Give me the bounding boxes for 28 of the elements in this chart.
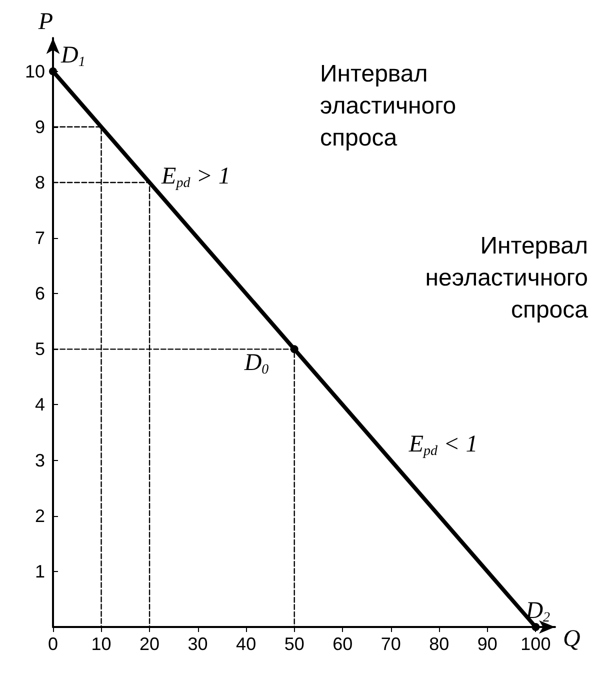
y-tick-label: 9	[34, 116, 45, 137]
y-tick-label: 1	[34, 561, 45, 582]
y-tick-label: 10	[24, 61, 45, 82]
y-tick-label: 4	[34, 394, 45, 415]
x-tick-label: 30	[188, 634, 208, 654]
x-tick-label: 0	[48, 634, 58, 654]
x-tick-label: 100	[520, 634, 551, 654]
y-tick-label: 2	[34, 506, 45, 526]
y-tick-label: 5	[34, 339, 45, 360]
x-tick-label: 70	[380, 634, 401, 654]
y-tick-label: 7	[34, 228, 45, 248]
x-tick-label: 40	[236, 634, 256, 654]
y-axis-title: P	[37, 9, 54, 35]
annotation: Интервал эластичного спроса	[320, 60, 456, 152]
x-tick-label: 50	[284, 634, 304, 654]
annotation: Интервал неэластичного спроса	[425, 232, 589, 324]
y-tick-label: 6	[34, 284, 45, 304]
y-tick-label: 3	[34, 450, 45, 470]
point	[49, 67, 57, 76]
x-axis-title: Q	[563, 626, 580, 652]
x-tick-label: 90	[477, 634, 498, 654]
x-tick-label: 10	[91, 634, 112, 654]
x-tick-label: 80	[429, 634, 450, 654]
x-tick-label: 20	[140, 634, 160, 654]
point	[290, 345, 298, 354]
y-tick-label: 8	[34, 172, 45, 192]
point	[532, 623, 540, 631]
x-tick-label: 60	[332, 634, 353, 654]
